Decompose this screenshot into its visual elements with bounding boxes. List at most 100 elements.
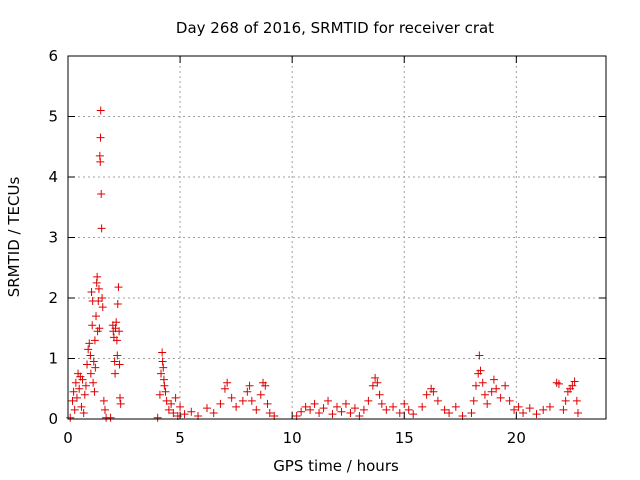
data-point <box>98 303 107 312</box>
data-point <box>545 402 554 411</box>
data-point <box>81 381 90 390</box>
data-point <box>514 402 523 411</box>
data-point <box>223 378 232 387</box>
data-point <box>559 405 568 414</box>
data-point <box>310 399 319 408</box>
data-point <box>429 387 438 396</box>
data-point <box>346 408 355 417</box>
data-point <box>227 393 236 402</box>
data-point <box>350 404 359 413</box>
data-point <box>476 366 485 375</box>
y-tick-label: 0 <box>48 410 58 428</box>
y-tick-label: 6 <box>48 47 58 65</box>
data-point <box>155 390 164 399</box>
data-point <box>496 393 505 402</box>
data-point <box>78 375 87 384</box>
data-point <box>159 363 168 372</box>
data-point <box>554 379 563 388</box>
data-point <box>315 408 324 417</box>
data-point <box>328 410 337 419</box>
data-point <box>451 402 460 411</box>
data-point <box>176 402 185 411</box>
data-point <box>216 399 225 408</box>
data-point <box>158 357 167 366</box>
data-point <box>86 369 95 378</box>
data-point <box>171 393 180 402</box>
grid-lines <box>68 56 606 419</box>
data-point <box>505 396 514 405</box>
data-point <box>220 384 229 393</box>
data-point <box>90 336 99 345</box>
data-point <box>389 402 398 411</box>
y-tick-label: 4 <box>48 168 58 186</box>
data-point <box>115 360 124 369</box>
data-point <box>539 405 548 414</box>
data-point <box>319 404 328 413</box>
data-point <box>469 396 478 405</box>
x-tick-label: 20 <box>507 429 526 447</box>
data-point <box>80 390 89 399</box>
data-point <box>471 381 480 390</box>
data-point <box>111 369 120 378</box>
data-point <box>153 413 162 422</box>
data-point <box>94 284 103 293</box>
data-point <box>96 133 105 142</box>
data-point <box>180 410 189 419</box>
data-point <box>440 405 449 414</box>
data-point <box>110 357 119 366</box>
data-point <box>243 387 252 396</box>
data-point <box>116 399 125 408</box>
data-point <box>72 393 81 402</box>
data-point <box>324 396 333 405</box>
data-point <box>445 408 454 417</box>
data-point <box>519 408 528 417</box>
data-point <box>158 348 167 357</box>
data-point <box>572 396 581 405</box>
data-point <box>368 381 377 390</box>
y-tick-label: 2 <box>48 289 58 307</box>
data-point <box>475 351 484 360</box>
data-point <box>209 408 218 417</box>
data-point <box>161 387 170 396</box>
data-point <box>95 324 104 333</box>
data-point <box>532 410 541 419</box>
data-point <box>86 351 95 360</box>
data-point <box>75 384 84 393</box>
data-point <box>478 378 487 387</box>
data-point <box>169 408 178 417</box>
data-point <box>561 396 570 405</box>
y-axis-label: SRMTID / TECUs <box>5 177 23 298</box>
data-point <box>395 408 404 417</box>
data-point <box>570 377 579 386</box>
data-point <box>90 387 99 396</box>
data-point <box>422 390 431 399</box>
data-point <box>568 381 577 390</box>
data-point <box>202 404 211 413</box>
data-point <box>261 381 270 390</box>
data-point <box>112 318 121 327</box>
data-point <box>97 189 106 198</box>
data-point <box>114 283 123 292</box>
x-tick-label: 15 <box>395 429 414 447</box>
data-point <box>164 405 173 414</box>
data-point <box>157 369 166 378</box>
data-point <box>247 396 256 405</box>
data-point <box>489 375 498 384</box>
data-point <box>480 390 489 399</box>
data-point <box>97 224 106 233</box>
data-point <box>100 405 109 414</box>
data-point <box>79 408 88 417</box>
data-point <box>301 402 310 411</box>
data-point <box>265 408 274 417</box>
data-point <box>297 407 306 416</box>
data-point <box>112 336 121 345</box>
data-point <box>487 387 496 396</box>
data-point <box>92 312 101 321</box>
data-point <box>91 363 100 372</box>
data-point <box>77 402 86 411</box>
data-point <box>341 399 350 408</box>
data-point <box>337 407 346 416</box>
data-point <box>96 157 105 166</box>
data-point <box>371 373 380 382</box>
data-point <box>116 393 125 402</box>
